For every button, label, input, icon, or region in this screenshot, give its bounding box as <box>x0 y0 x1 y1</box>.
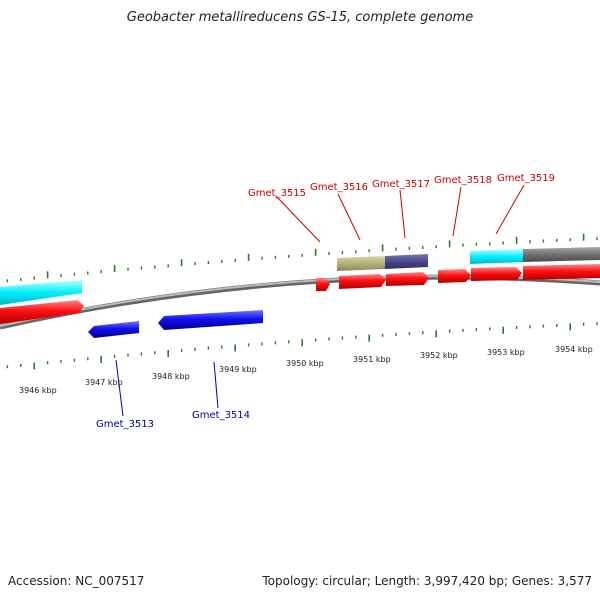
genome-summary-text: Topology: circular; Length: 3,997,420 bp… <box>262 574 592 588</box>
gene-label-gmet-3516: Gmet_3516 <box>310 182 368 193</box>
gene-label-gmet-3517: Gmet_3517 <box>372 179 430 190</box>
genome-title: Geobacter metallireducens GS-15, complet… <box>126 10 474 25</box>
forward-gene-gmet-3515[interactable] <box>316 278 330 291</box>
forward-gene-left[interactable] <box>0 300 84 324</box>
cyan-feature-right[interactable] <box>470 249 523 264</box>
ruler-label: 3952 kbp <box>420 351 458 360</box>
gene-label-gmet-3518: Gmet_3518 <box>434 175 492 186</box>
reverse-label-leaders <box>115 359 219 417</box>
reverse-gene-gmet-3514[interactable] <box>158 310 263 330</box>
ruler-label: 3951 kbp <box>353 355 391 364</box>
ruler-label: 3947 kbp <box>85 378 123 387</box>
ruler-label: 3950 kbp <box>286 359 324 368</box>
slate-feature[interactable] <box>385 254 428 269</box>
outer-tick-row <box>6 233 598 283</box>
forward-gene-gmet-3518[interactable] <box>438 269 471 283</box>
ruler-label: 3946 kbp <box>19 386 57 395</box>
ruler-label: 3948 kbp <box>152 372 190 381</box>
forward-label-leaders <box>275 184 525 243</box>
inner-tick-row <box>6 322 598 370</box>
genome-backbone <box>0 274 600 330</box>
forward-gene-gmet-3519[interactable] <box>471 267 522 281</box>
ruler-label: 3949 kbp <box>219 365 257 374</box>
forward-gene-right[interactable] <box>523 264 600 280</box>
olive-feature[interactable] <box>337 256 385 271</box>
gene-label-gmet-3519: Gmet_3519 <box>497 173 555 184</box>
reverse-gene-gmet-3513[interactable] <box>88 321 139 338</box>
gene-label-gmet-3515: Gmet_3515 <box>248 188 306 199</box>
accession-text: Accession: NC_007517 <box>8 574 145 588</box>
cyan-feature-left[interactable] <box>0 280 82 305</box>
ruler-label: 3954 kbp <box>555 345 593 354</box>
ruler-label: 3953 kbp <box>487 348 525 357</box>
gene-label-gmet-3513: Gmet_3513 <box>96 419 154 430</box>
gene-label-gmet-3514: Gmet_3514 <box>192 410 250 421</box>
forward-gene-gmet-3516[interactable] <box>339 274 386 289</box>
forward-gene-gmet-3517[interactable] <box>386 272 429 286</box>
gray-feature[interactable] <box>523 247 600 262</box>
